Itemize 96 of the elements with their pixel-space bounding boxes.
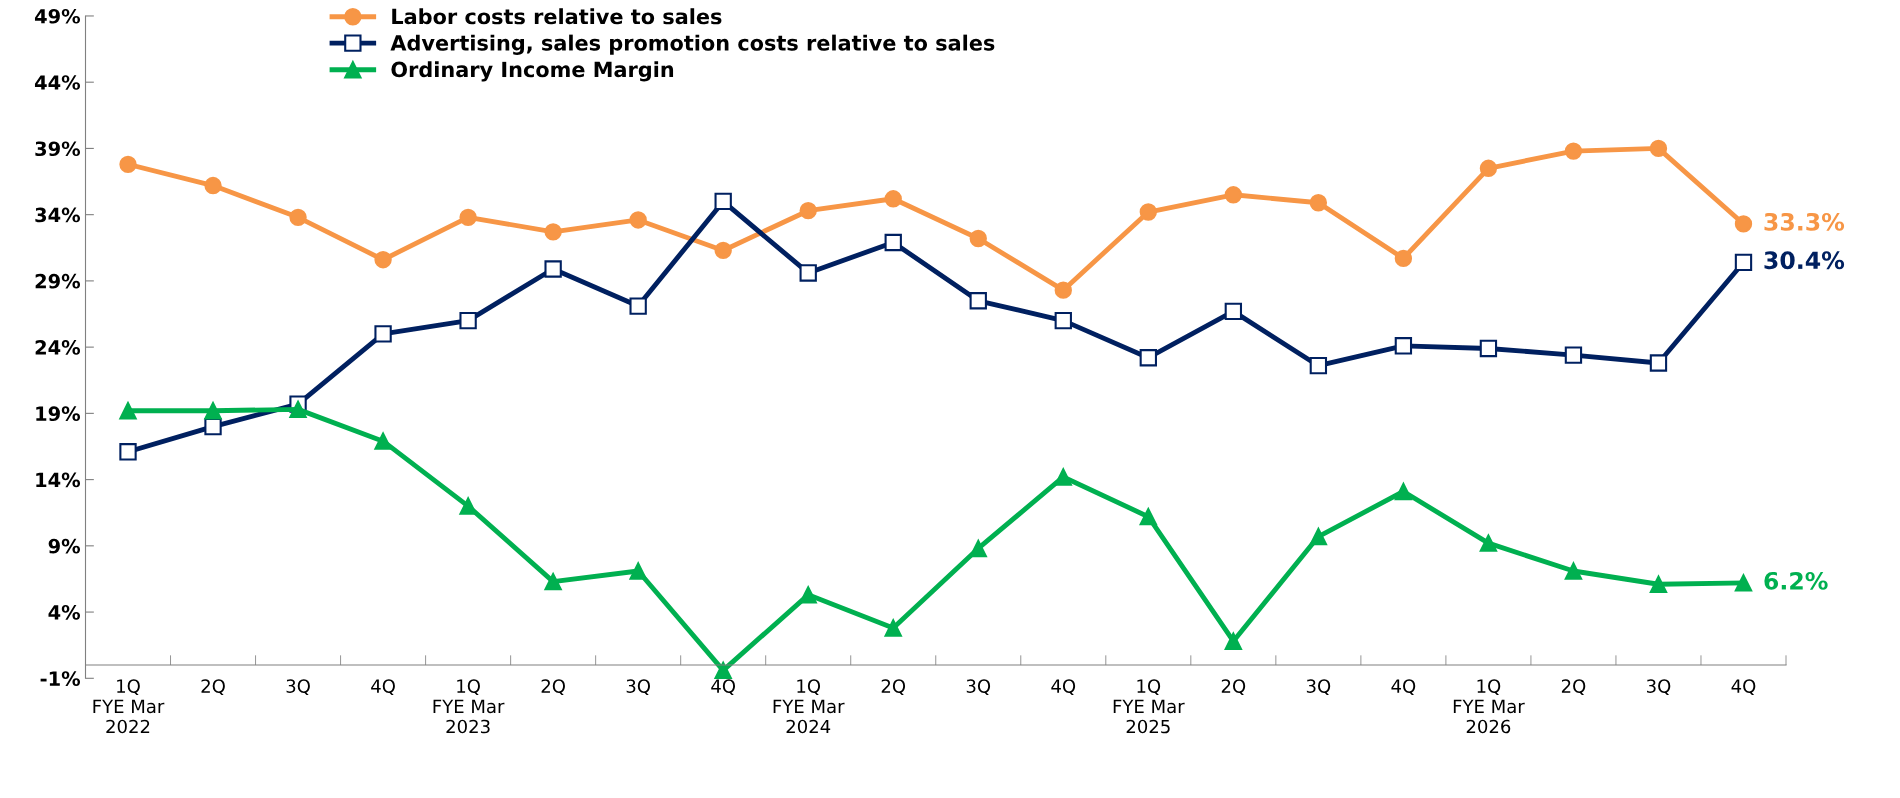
legend-label: Ordinary Income Margin: [391, 61, 674, 82]
point: [1309, 357, 1328, 375]
point: [1394, 249, 1413, 268]
y-tick-label: -1%: [40, 671, 81, 686]
x-tick-label: 4Q: [711, 679, 736, 695]
point: [289, 208, 307, 226]
point: [1054, 311, 1072, 330]
x-tick-label: 2Q: [881, 679, 906, 695]
x-tick-label: 1Q FYE Mar 2022: [93, 679, 165, 734]
point: [1734, 215, 1753, 233]
point: [374, 251, 392, 269]
y-tick-label: 39%: [35, 141, 81, 157]
data-label: 6.2%: [1764, 571, 1828, 590]
x-tick-label: 3Q: [1306, 679, 1331, 695]
point: [1054, 468, 1072, 486]
legend-label: Advertising, sales promotion costs relative to sales: [390, 34, 995, 55]
x-tick-label: 1Q FYE Mar 2023: [433, 679, 505, 734]
x-tick-label: 4Q: [371, 679, 395, 695]
point: [1564, 142, 1583, 160]
x-tick-label: 4Q: [1051, 679, 1076, 695]
point: [374, 432, 392, 450]
point: [629, 297, 647, 315]
point: [629, 211, 647, 229]
point: [204, 402, 222, 420]
x-tick-label: 3Q: [626, 679, 650, 695]
x-tick-label: 4Q: [1731, 679, 1756, 695]
y-tick-label: 34%: [35, 207, 81, 223]
point: [1734, 253, 1753, 272]
point: [1734, 574, 1753, 592]
point: [714, 241, 732, 260]
point: [1394, 337, 1413, 355]
y-tick-label: 19%: [36, 406, 81, 422]
point: [204, 417, 222, 436]
y-tick-label: 44%: [34, 75, 81, 90]
point: [1309, 527, 1328, 546]
data-label: 33.3%: [1764, 212, 1845, 231]
point: [1649, 139, 1668, 158]
point: [884, 619, 902, 637]
point: [1139, 203, 1157, 221]
point: [799, 586, 817, 604]
point: [799, 264, 817, 282]
point: [629, 562, 647, 580]
x-tick-label: 2Q: [1561, 679, 1586, 695]
point: [1139, 508, 1157, 526]
y-tick-label: 49%: [34, 8, 81, 24]
x-tick-label: 3Q: [1646, 679, 1671, 695]
point: [1139, 349, 1157, 367]
x-tick-label: 1Q FYE Mar 2024: [773, 679, 845, 734]
point: [714, 661, 732, 680]
point: [1054, 281, 1072, 299]
x-tick-label: 3Q: [286, 679, 310, 695]
point: [1479, 159, 1498, 177]
point: [884, 233, 902, 252]
legend-label: Labor costs relative to sales: [392, 8, 722, 25]
point: [119, 402, 137, 420]
point: [1224, 186, 1243, 204]
point: [544, 260, 562, 278]
point: [1224, 632, 1243, 650]
y-tick-label: 14%: [36, 472, 81, 488]
y-tick-label: 24%: [35, 340, 81, 355]
x-tick-label: 3Q: [966, 679, 991, 695]
point: [289, 400, 307, 419]
x-tick-label: 4Q: [1391, 679, 1416, 695]
point: [969, 539, 987, 558]
point: [374, 325, 392, 343]
point: [544, 223, 562, 241]
point: [459, 497, 477, 515]
point: [119, 443, 137, 461]
point: [1564, 562, 1583, 580]
x-tick-label: 2Q: [541, 679, 565, 695]
point: [1479, 534, 1498, 552]
x-tick-label: 2Q: [201, 679, 225, 695]
point: [1649, 354, 1668, 372]
data-label: 30.4%: [1764, 251, 1845, 270]
point: [969, 292, 987, 310]
point: [884, 190, 902, 208]
y-tick-label: 9%: [48, 538, 81, 554]
point: [1224, 302, 1243, 321]
point: [119, 155, 137, 173]
point: [1564, 346, 1583, 364]
x-tick-label: 1Q FYE Mar 2026: [1453, 679, 1525, 734]
y-tick-label: 4%: [48, 605, 81, 620]
x-tick-label: 2Q: [1221, 679, 1246, 695]
x-tick-label: 1Q FYE Mar 2025: [1113, 679, 1185, 734]
point: [969, 229, 987, 248]
point: [459, 208, 477, 226]
point: [714, 192, 732, 211]
point: [459, 311, 477, 330]
point: [1394, 482, 1413, 501]
point: [544, 572, 562, 591]
point: [204, 176, 222, 195]
point: [1309, 194, 1328, 212]
point: [799, 202, 817, 220]
point: [1479, 339, 1498, 358]
point: [1649, 575, 1668, 593]
y-tick-label: 29%: [35, 273, 81, 289]
